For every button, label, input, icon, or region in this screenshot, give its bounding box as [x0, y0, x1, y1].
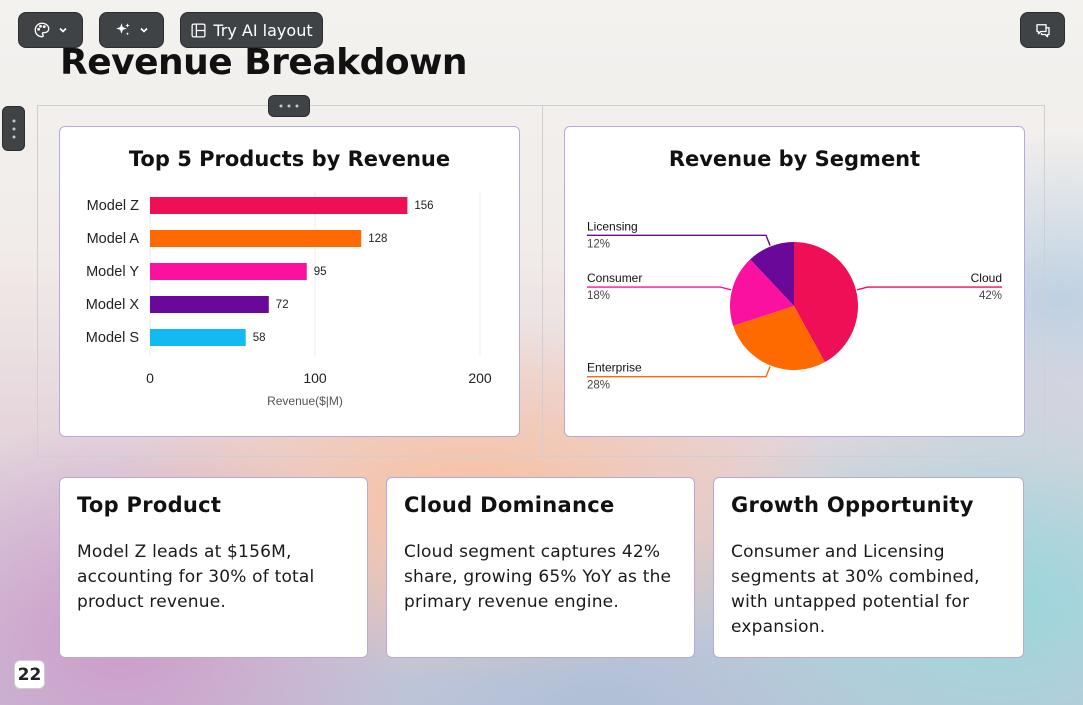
x-tick-label: 100 [303, 370, 327, 386]
pie-slice[interactable] [750, 242, 794, 306]
pie-slice-label: Cloud [971, 271, 1002, 285]
insight-card-top-product[interactable]: Top Product Model Z leads at $156M, acco… [59, 477, 368, 658]
bar[interactable] [150, 263, 307, 280]
x-tick-label: 0 [146, 370, 154, 386]
bar-value-label: 128 [368, 233, 387, 245]
pie-slice-percent: 12% [587, 238, 610, 250]
insight-text: Consumer and Licensing segments at 30% c… [731, 542, 980, 637]
insight-card-cloud-dominance[interactable]: Cloud Dominance Cloud segment captures 4… [386, 477, 695, 658]
comments-button[interactable] [1020, 12, 1065, 48]
ai-menu-button[interactable] [99, 12, 164, 48]
pie-slice[interactable] [733, 306, 825, 370]
bar[interactable] [150, 230, 362, 247]
chevron-down-icon [139, 27, 148, 33]
pie-chart: Cloud 42% Enterprise 28% Consumer 18% Licensin… [587, 219, 1002, 392]
x-tick-label: 200 [468, 370, 492, 386]
palette-icon [34, 22, 49, 38]
pie-slice[interactable] [794, 242, 858, 363]
category-label: Model Y [86, 264, 139, 280]
bar-value-label: 58 [253, 332, 266, 344]
pie-slice-label: Enterprise [587, 361, 642, 375]
theme-button[interactable] [18, 12, 83, 48]
insight-title: Cloud Dominance [404, 493, 615, 517]
insight-title: Growth Opportunity [731, 493, 974, 517]
comment-icon [1035, 24, 1050, 38]
bar-chart-card[interactable]: Top 5 Products by Revenue 0 100 200 Model Z… [59, 126, 520, 437]
chart-row: Top 5 Products by Revenue 0 100 200 Model Z… [37, 105, 1045, 457]
category-label: Model Z [87, 198, 140, 214]
pie-slice-label: Consumer [587, 271, 642, 285]
insight-title: Top Product [77, 493, 222, 517]
category-label: Model A [87, 231, 140, 247]
bar-value-label: 95 [314, 266, 327, 278]
insight-text: Cloud segment captures 42% share, growin… [404, 542, 672, 612]
pie-leader-line [587, 366, 771, 378]
pie-slice-percent: 42% [979, 290, 1002, 302]
drag-dots-horizontal-icon [279, 104, 299, 108]
row-drag-handle[interactable] [2, 106, 25, 151]
pie-slice-label: Licensing [587, 219, 638, 233]
layout-icon [191, 22, 206, 38]
pie-chart-title: Revenue by Segment [668, 147, 921, 171]
bar[interactable] [150, 329, 246, 346]
category-label: Model X [86, 297, 140, 313]
pie-slice[interactable] [730, 259, 794, 326]
pie-leader-line [587, 286, 732, 291]
sparkles-icon [115, 23, 130, 36]
insight-card-growth-opportunity[interactable]: Growth Opportunity Consumer and Licensin… [713, 477, 1024, 658]
try-ai-layout-button[interactable]: Try AI layout [180, 12, 323, 48]
column-drag-handle[interactable] [268, 95, 310, 117]
bar-chart: 0 100 200 Model Z 156 Model A 128 Model Y 95 Mode… [86, 192, 492, 408]
page-number-badge[interactable]: 22 [14, 660, 45, 689]
pie-leader-line [856, 286, 1002, 291]
column-divider [542, 106, 543, 456]
bar-chart-title: Top 5 Products by Revenue [128, 147, 451, 171]
chevron-down-icon [58, 27, 67, 33]
pie-leader-line [587, 234, 771, 246]
x-axis-label: Revenue($|M) [267, 394, 343, 408]
bar[interactable] [150, 197, 408, 214]
page-title: Revenue Breakdown [60, 42, 467, 83]
try-ai-layout-label: Try AI layout [213, 20, 313, 40]
pie-chart-card[interactable]: Revenue by Segment Cloud 42% Enterprise 28%… [564, 126, 1025, 437]
drag-dots-vertical-icon [12, 119, 15, 138]
pie-slice-percent: 18% [587, 290, 610, 302]
insight-text: Model Z leads at $156M, accounting for 3… [77, 542, 315, 612]
bar-value-label: 72 [276, 299, 289, 311]
bar-value-label: 156 [414, 200, 433, 212]
category-label: Model S [86, 330, 139, 346]
pie-slice-percent: 28% [587, 380, 610, 392]
bar[interactable] [150, 296, 269, 313]
